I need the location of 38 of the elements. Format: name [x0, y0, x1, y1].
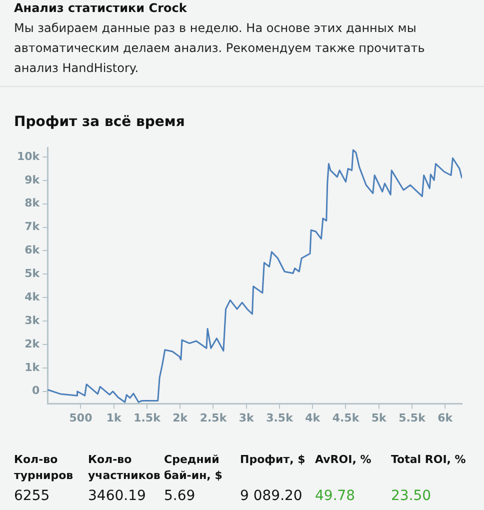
text: Кол-во участников	[88, 452, 162, 484]
y-tick-label: 1k	[24, 360, 40, 374]
text: 49.78	[315, 488, 356, 504]
y-tick-label: 4k	[24, 290, 40, 304]
y-tick-label: 9k	[24, 173, 40, 186]
text: Профит, $	[240, 452, 306, 468]
text: Анализ статистики Crock	[14, 1, 187, 15]
x-tick-label: 4k	[305, 411, 321, 424]
text: 5.69	[164, 488, 196, 504]
text: 6255	[14, 488, 50, 504]
text: AvROI, %	[315, 452, 372, 468]
y-tick-label: 2k	[24, 337, 40, 350]
x-tick-label: 6k	[438, 411, 454, 424]
text: Средний бай-ин, $	[164, 452, 224, 484]
x-tick-label: 4.5k	[332, 411, 360, 424]
y-tick-label: 8k	[24, 196, 40, 210]
y-tick-label: 3k	[24, 314, 40, 327]
text: Total ROI, %	[391, 452, 467, 468]
x-tick-label: 2.5k	[200, 411, 228, 424]
x-tick-label: 1k	[106, 411, 122, 424]
y-tick-label: 10k	[17, 150, 40, 163]
x-tick-label: 5.5k	[398, 411, 426, 424]
y-tick-label: 6k	[24, 244, 40, 257]
text: Кол-во турниров	[14, 453, 74, 482]
x-tick-label: 1.5k	[134, 411, 162, 424]
text: 3460.19	[88, 488, 146, 504]
x-tick-label: 500	[69, 411, 93, 424]
x-tick-label: 3.5k	[266, 411, 294, 424]
text: 9 089.20	[240, 488, 302, 504]
x-tick-label: 5k	[371, 411, 388, 424]
x-tick-label: 3k	[238, 411, 255, 424]
y-tick-label: 5k	[24, 267, 40, 280]
y-tick-label: 0	[32, 384, 40, 398]
text: Мы забираем данные раз в неделю. На основе этих данных мы автоматическим делаем анализ. Рекомендуем также прочитать анализ HandHistory.	[14, 20, 426, 77]
chart-title: Профит за всё время	[14, 114, 185, 130]
x-tick-label: 2k	[172, 411, 188, 424]
text: 23.50	[391, 488, 432, 504]
y-tick-label: 7k	[24, 220, 40, 234]
